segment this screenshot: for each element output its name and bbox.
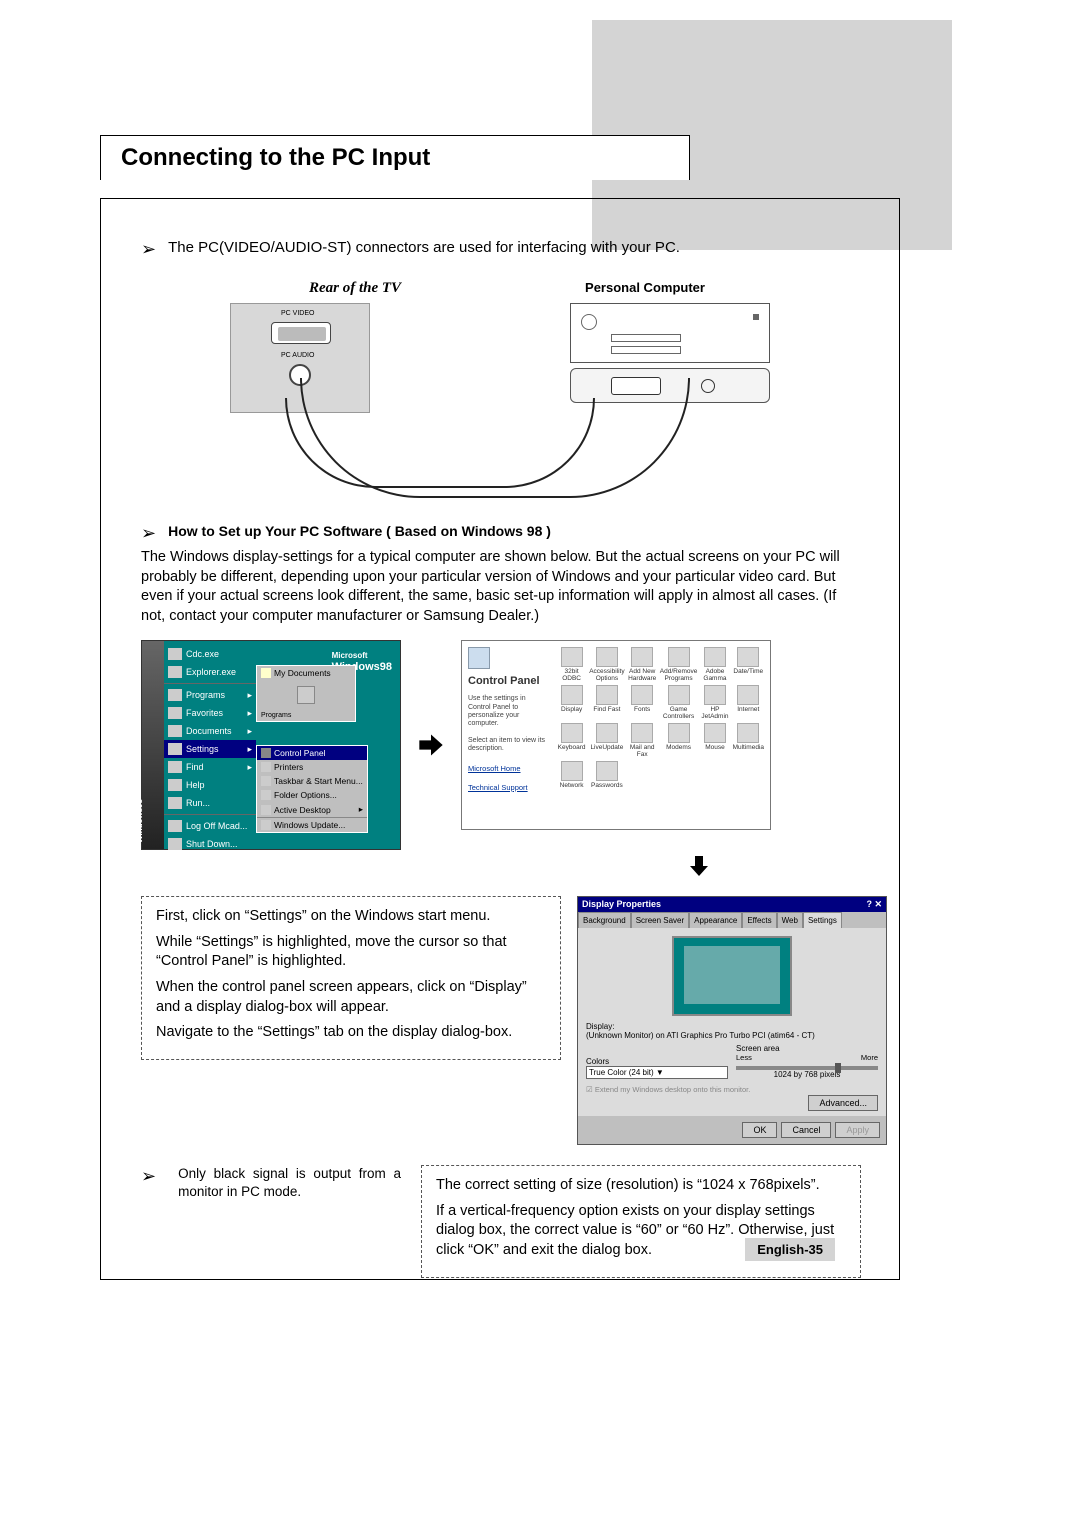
note-text: Only black signal is output from a monit…: [178, 1165, 401, 1200]
diagram-labels: Rear of the TV Personal Computer: [210, 280, 790, 297]
cp-item: Internet: [733, 685, 764, 720]
content-frame: ➢ The PC(VIDEO/AUDIO-ST) connectors are …: [100, 198, 900, 1280]
ok-button: OK: [742, 1122, 777, 1138]
dialog-tab: Background: [578, 912, 631, 928]
dialog-tab: Settings: [803, 912, 842, 928]
control-panel-desc2: Select an item to view its description.: [468, 737, 548, 754]
pc-audio-label: PC AUDIO: [281, 352, 314, 359]
note-row: ➢ Only black signal is output from a mon…: [141, 1165, 401, 1200]
vga-port-icon: [271, 322, 331, 344]
instruction-4: Navigate to the “Settings” tab on the di…: [156, 1023, 546, 1043]
arrow-bullet-icon: ➢: [141, 523, 156, 544]
pc-video-label: PC VIDEO: [281, 310, 314, 317]
cancel-button: Cancel: [781, 1122, 831, 1138]
instruction-3: When the control panel screen appears, c…: [156, 978, 546, 1017]
search-icon: [297, 686, 315, 704]
resolution-value: 1024 by 768 pixels: [736, 1070, 878, 1079]
display-label: Display:: [586, 1022, 878, 1031]
cp-item: Fonts: [628, 685, 657, 720]
cp-item: 32bit ODBC: [557, 647, 586, 682]
pc-case-icon: [570, 303, 770, 363]
cp-item: HP JetAdmin: [700, 685, 729, 720]
advanced-button: Advanced...: [808, 1095, 878, 1111]
control-panel-title: Control Panel: [468, 675, 548, 687]
more-label: More: [861, 1053, 878, 1062]
cp-item: Adobe Gamma: [700, 647, 729, 682]
cp-item: Add/Remove Programs: [660, 647, 698, 682]
cp-item: Multimedia: [733, 723, 764, 758]
resolution-line-1: The correct setting of size (resolution)…: [436, 1176, 846, 1196]
pc-audio-port-icon: [701, 379, 715, 393]
rear-of-tv-label: Rear of the TV: [210, 280, 500, 297]
dialog-controls: ? ✕: [866, 899, 882, 910]
colors-select: True Color (24 bit) ▼: [586, 1066, 728, 1079]
page-title: Connecting to the PC Input: [121, 144, 430, 171]
cp-item: Find Fast: [589, 685, 624, 720]
cp-item: Passwords: [589, 761, 624, 789]
cp-item: Mail and Fax: [628, 723, 657, 758]
cp-item: Accessibility Options: [589, 647, 624, 682]
control-panel-desc: Use the settings in Control Panel to per…: [468, 695, 548, 729]
setup-heading: How to Set up Your PC Software ( Based o…: [168, 523, 551, 539]
resolution-slider: [736, 1066, 878, 1070]
colors-label: Colors: [586, 1057, 728, 1066]
cp-item: Display: [557, 685, 586, 720]
start-menu-items: Cdc.exe Explorer.exe Programs▸ Favorites…: [164, 645, 256, 853]
down-arrow-icon: [687, 854, 711, 878]
screen-area-label: Screen area: [736, 1044, 878, 1053]
control-panel-screenshot: Control Panel Use the settings in Contro…: [461, 640, 771, 830]
ms-home-link: Microsoft Home: [468, 764, 548, 773]
setup-section: ➢ How to Set up Your PC Software ( Based…: [141, 523, 859, 626]
intro-row: ➢ The PC(VIDEO/AUDIO-ST) connectors are …: [141, 239, 859, 260]
display-value: (Unknown Monitor) on ATI Graphics Pro Tu…: [586, 1031, 878, 1040]
intro-text: The PC(VIDEO/AUDIO-ST) connectors are us…: [168, 239, 680, 256]
instruction-1: First, click on “Settings” on the Window…: [156, 907, 546, 927]
submenu-top: My Documents Programs: [256, 665, 356, 722]
cp-item: Game Controllers: [660, 685, 698, 720]
page-number: English-35: [745, 1238, 835, 1261]
less-label: Less: [736, 1053, 752, 1062]
display-properties-dialog: Display Properties ? ✕ BackgroundScreen …: [577, 896, 887, 1145]
apply-button: Apply: [835, 1122, 880, 1138]
cp-item: Mouse: [700, 723, 729, 758]
cp-item: Network: [557, 761, 586, 789]
windows98-sidebar-label: Windows98: [135, 799, 144, 843]
monitor-preview-icon: [672, 936, 792, 1016]
connection-diagram: PC VIDEO PC AUDIO: [210, 303, 790, 503]
dialog-tab: Appearance: [689, 912, 742, 928]
cp-item: Add New Hardware: [628, 647, 657, 682]
right-arrow-icon: [417, 731, 445, 759]
instruction-2: While “Settings” is highlighted, move th…: [156, 933, 546, 972]
audio-cable-icon: [300, 378, 690, 498]
arrow-bullet-icon: ➢: [141, 239, 156, 260]
instructions-box: First, click on “Settings” on the Window…: [141, 896, 561, 1059]
dialog-tabs: BackgroundScreen SaverAppearanceEffectsW…: [578, 912, 886, 928]
cp-item: LiveUpdate: [589, 723, 624, 758]
control-panel-icon-grid: 32bit ODBCAccessibility OptionsAdd New H…: [557, 647, 764, 789]
tech-support-link: Technical Support: [468, 783, 548, 792]
page-title-bar: Connecting to the PC Input: [100, 135, 690, 180]
cp-item: Date/Time: [733, 647, 764, 682]
settings-submenu: Control Panel Printers Taskbar & Start M…: [256, 745, 368, 833]
dialog-tab: Screen Saver: [631, 912, 689, 928]
screenshots-row: Windows98 MicrosoftWindows98 Cdc.exe Exp…: [141, 640, 861, 850]
dialog-tab: Effects: [742, 912, 776, 928]
dialog-title: Display Properties: [582, 899, 661, 910]
extend-checkbox-row: ☑ Extend my Windows desktop onto this mo…: [586, 1085, 878, 1094]
cp-item: Keyboard: [557, 723, 586, 758]
dialog-tab: Web: [777, 912, 803, 928]
win98-start-menu-screenshot: Windows98 MicrosoftWindows98 Cdc.exe Exp…: [141, 640, 401, 850]
setup-body: The Windows display-settings for a typic…: [141, 548, 859, 626]
start-sidebar: Windows98: [142, 641, 164, 849]
arrow-bullet-icon: ➢: [141, 1165, 156, 1188]
cp-item: Modems: [660, 723, 698, 758]
personal-computer-label: Personal Computer: [500, 280, 790, 297]
control-panel-icon: [468, 647, 490, 669]
